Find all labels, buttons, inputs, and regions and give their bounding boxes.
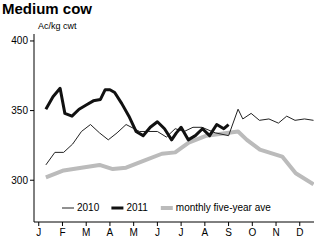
x-tick-label: A bbox=[107, 227, 114, 238]
legend-label: 2010 bbox=[77, 202, 100, 213]
x-tick-label: J bbox=[36, 227, 41, 238]
x-axis-line bbox=[34, 222, 314, 223]
x-tick bbox=[133, 222, 134, 226]
y-tick bbox=[30, 110, 34, 111]
series-line bbox=[46, 131, 314, 184]
x-tick-label: O bbox=[248, 227, 256, 238]
x-tick bbox=[228, 222, 229, 226]
legend: 2010 2011 monthly five-year ave bbox=[62, 202, 271, 213]
x-tick bbox=[86, 222, 87, 226]
chart: Medium cow Ac/kg cwt 300 350 400 J F M A M J J A S O N D… bbox=[0, 0, 320, 240]
x-tick-label: A bbox=[202, 227, 209, 238]
plot-area bbox=[46, 88, 314, 184]
x-tick-label: M bbox=[82, 227, 90, 238]
series-line bbox=[46, 109, 314, 165]
x-tick-label: F bbox=[59, 227, 65, 238]
y-tick-label: 300 bbox=[11, 175, 28, 186]
y-axis-label: Ac/kg cwt bbox=[38, 21, 77, 31]
x-tick-label: D bbox=[296, 227, 303, 238]
x-tick bbox=[181, 222, 182, 226]
y-tick-label: 400 bbox=[11, 35, 28, 46]
x-tick-label: N bbox=[272, 227, 279, 238]
y-tick-label: 350 bbox=[11, 105, 28, 116]
y-tick bbox=[30, 180, 34, 181]
title: Medium cow bbox=[2, 0, 92, 17]
x-tick bbox=[38, 222, 39, 226]
legend-swatch bbox=[111, 207, 123, 210]
legend-label: monthly five-year ave bbox=[176, 202, 271, 213]
legend-swatch bbox=[62, 208, 74, 209]
x-tick bbox=[109, 222, 110, 226]
series-line bbox=[46, 88, 229, 140]
x-tick bbox=[276, 222, 277, 226]
x-tick bbox=[157, 222, 158, 226]
legend-swatch bbox=[161, 206, 173, 210]
y-tick bbox=[30, 40, 34, 41]
x-tick bbox=[252, 222, 253, 226]
x-tick-label: S bbox=[225, 227, 232, 238]
legend-label: 2011 bbox=[126, 202, 148, 213]
x-tick-label: J bbox=[179, 227, 184, 238]
x-tick-label: J bbox=[155, 227, 160, 238]
x-tick-label: M bbox=[129, 227, 137, 238]
y-axis-line bbox=[34, 34, 35, 222]
x-tick bbox=[62, 222, 63, 226]
x-tick bbox=[299, 222, 300, 226]
x-tick bbox=[204, 222, 205, 226]
